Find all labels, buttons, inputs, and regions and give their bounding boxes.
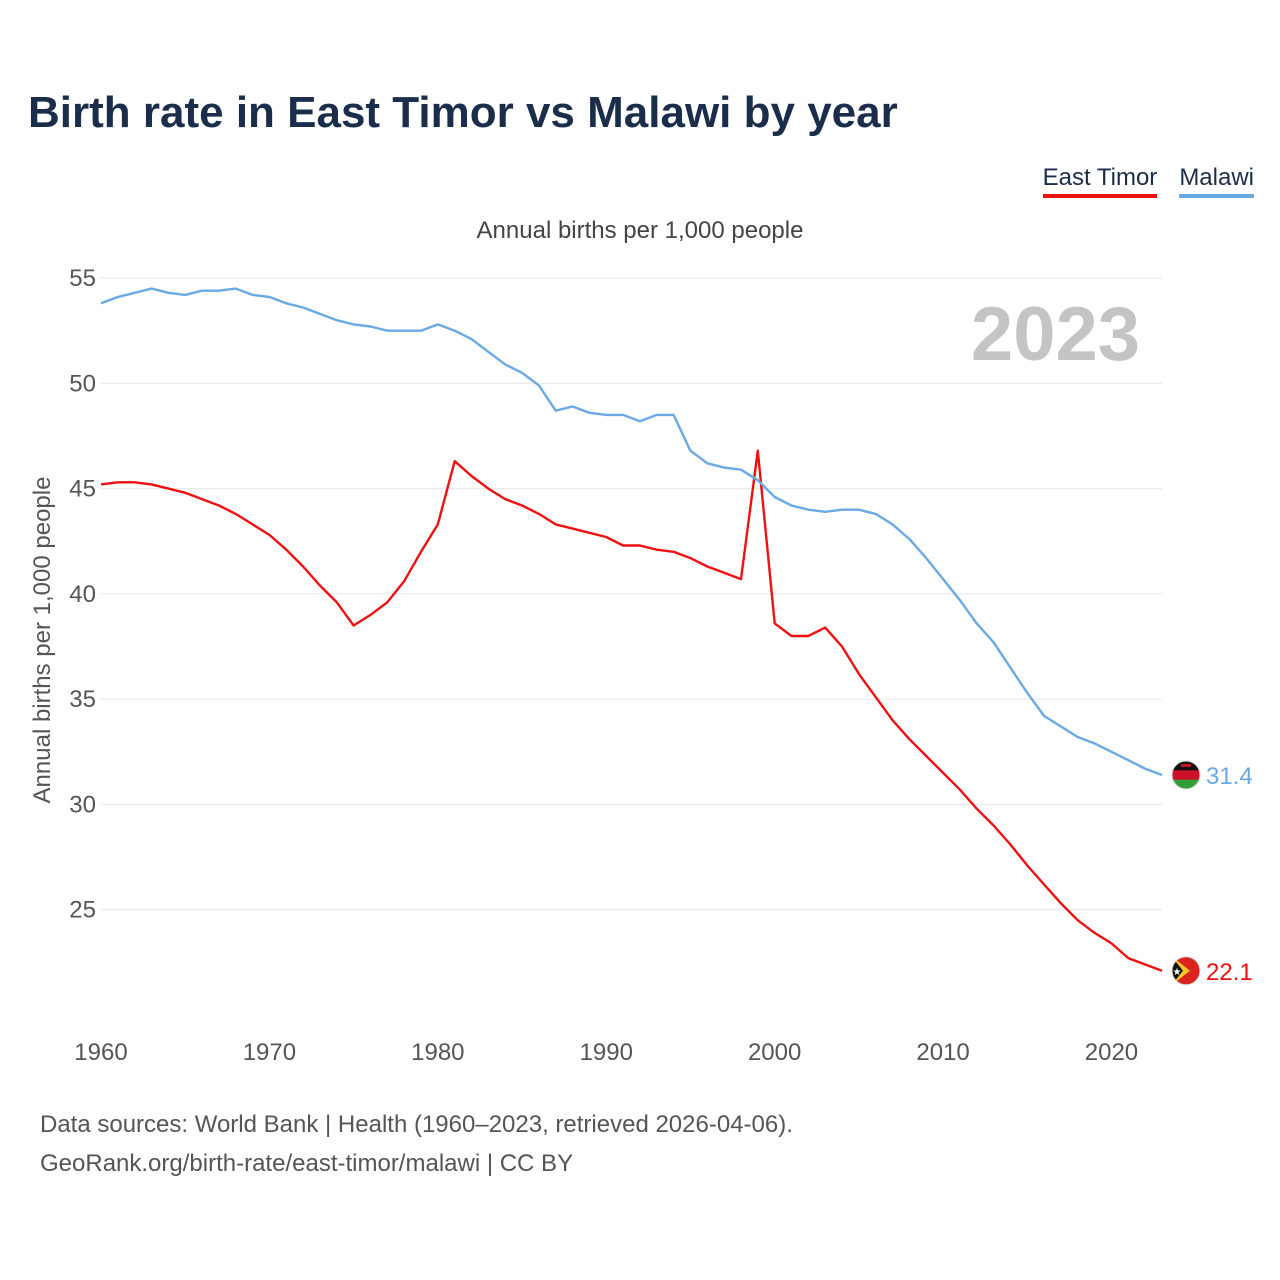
series-lines [100, 287, 1163, 972]
data-sources: Data sources: World Bank | Health (1960–… [40, 1111, 793, 1138]
y-axis-label: Annual births per 1,000 people [29, 477, 56, 804]
flag-outline [1171, 956, 1201, 986]
x-tick-label: 2020 [1085, 1039, 1138, 1066]
y-tick-label: 50 [69, 370, 96, 397]
chart-title: Birth rate in East Timor vs Malawi by ye… [28, 88, 898, 137]
legend-item-east-timor[interactable]: East Timor [1042, 164, 1158, 198]
east-timor-flag-icon: ★ [1171, 956, 1201, 986]
x-tick-label: 1990 [580, 1039, 633, 1066]
y-axis-ticks: 25 30 35 40 45 50 55 [69, 265, 96, 924]
y-tick-label: 45 [69, 476, 96, 503]
footer: Data sources: World Bank | Health (1960–… [40, 1105, 793, 1183]
malawi-flag-icon [1171, 760, 1201, 790]
x-tick-label: 1980 [411, 1039, 464, 1066]
y-tick-label: 35 [69, 686, 96, 713]
legend-item-malawi[interactable]: Malawi [1179, 164, 1254, 198]
x-tick-label: 2010 [916, 1039, 969, 1066]
series-line-east-timor[interactable] [100, 449, 1163, 972]
source-link[interactable]: GeoRank.org/birth-rate/east-timor/malawi… [40, 1150, 574, 1177]
x-tick-label: 2000 [748, 1039, 801, 1066]
y-tick-label: 30 [69, 791, 96, 818]
x-axis-ticks: 1960 1970 1980 1990 2000 2010 2020 [74, 1039, 1138, 1066]
grid-lines [101, 277, 1162, 911]
line-chart: 2023 25 30 35 40 45 50 55 1960 1970 1980 1990 2000… [29, 265, 1253, 1066]
svg-text:★: ★ [1173, 967, 1182, 978]
y-tick-label: 40 [69, 581, 96, 608]
chart-subtitle: Annual births per 1,000 people [476, 217, 804, 244]
series-line-malawi[interactable] [100, 287, 1163, 777]
x-tick-label: 1960 [74, 1039, 127, 1066]
y-tick-label: 25 [69, 897, 96, 924]
year-watermark: 2023 [971, 292, 1140, 377]
y-tick-label: 55 [69, 265, 96, 292]
end-value-malawi: 31.4 [1206, 763, 1253, 790]
end-value-east-timor: 22.1 [1206, 959, 1253, 986]
x-tick-label: 1970 [243, 1039, 296, 1066]
flag-outline [1171, 760, 1201, 790]
legend: East Timor Malawi [1042, 164, 1254, 198]
